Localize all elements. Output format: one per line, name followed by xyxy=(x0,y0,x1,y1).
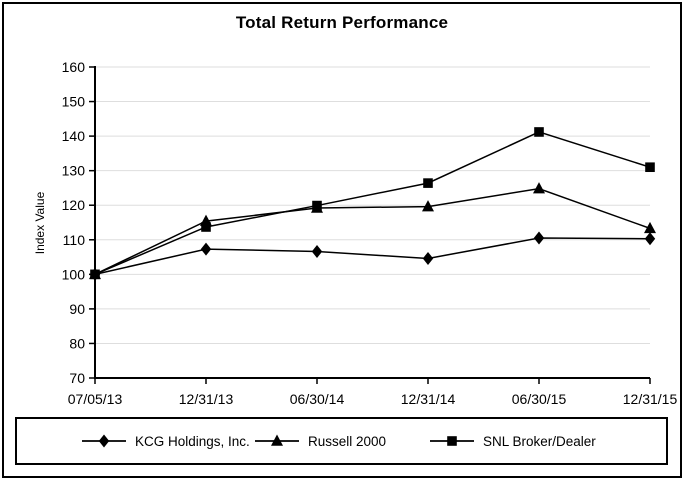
data-point-diamond-kcg-holdings-inc xyxy=(200,242,212,256)
triangle-legend-key-icon xyxy=(255,434,299,446)
data-point-square-snl-broker-dealer xyxy=(534,127,544,137)
square-legend-key-icon xyxy=(430,436,474,446)
y-tick-label: 120 xyxy=(62,197,86,213)
data-point-square-snl-broker-dealer xyxy=(423,178,433,188)
y-tick-label: 80 xyxy=(69,335,85,351)
x-tick-label: 06/30/15 xyxy=(512,391,567,407)
legend-marker-square xyxy=(447,436,457,446)
data-point-diamond-kcg-holdings-inc xyxy=(533,231,545,245)
legend-item-snl-broker-dealer: SNL Broker/Dealer xyxy=(430,433,596,449)
x-tick-label: 12/31/15 xyxy=(623,391,678,407)
total-return-line-chart: 70 80 90 100 110 120 130 140 150 160 07/05/13 12/31… xyxy=(62,59,678,407)
data-point-diamond-kcg-holdings-inc xyxy=(644,232,656,246)
x-tick-label: 12/31/13 xyxy=(179,391,234,407)
data-point-square-snl-broker-dealer xyxy=(90,269,100,280)
data-point-square-snl-broker-dealer xyxy=(645,162,655,173)
y-tick-label: 110 xyxy=(63,232,86,248)
y-tick-label: 130 xyxy=(62,163,86,179)
legend-item-kcg-holdings-inc: KCG Holdings, Inc. xyxy=(82,433,250,449)
legend-item-label: SNL Broker/Dealer xyxy=(483,433,596,449)
data-point-square-snl-broker-dealer xyxy=(201,222,211,232)
legend-item-russell-2000: Russell 2000 xyxy=(255,433,386,449)
y-tick-label: 140 xyxy=(62,128,86,144)
chart-title: Total Return Performance xyxy=(235,13,449,32)
data-point-diamond-kcg-holdings-inc xyxy=(422,251,434,265)
legend-marker-diamond xyxy=(98,434,110,448)
x-tick-label: 07/05/13 xyxy=(68,391,123,407)
y-tick-label: 160 xyxy=(62,59,86,75)
data-point-triangle-russell-2000 xyxy=(422,200,434,212)
series-line-russell-2000 xyxy=(94,187,651,276)
legend-item-label: KCG Holdings, Inc. xyxy=(135,433,250,449)
legend-item-label: Russell 2000 xyxy=(308,433,387,449)
y-tick-label: 70 xyxy=(69,370,85,386)
data-point-square-snl-broker-dealer xyxy=(312,200,322,211)
diamond-legend-key-icon xyxy=(82,434,126,448)
y-tick-label: 90 xyxy=(69,301,85,317)
series-line-kcg-holdings-inc xyxy=(94,237,651,276)
legend-marker-triangle xyxy=(271,434,283,446)
series-line-snl-broker-dealer xyxy=(94,131,651,276)
y-tick-label: 100 xyxy=(62,266,86,282)
data-point-triangle-russell-2000 xyxy=(533,182,545,194)
y-tick-label: 150 xyxy=(62,94,86,110)
data-point-diamond-kcg-holdings-inc xyxy=(311,245,323,259)
x-tick-label: 12/31/14 xyxy=(401,391,456,407)
data-point-triangle-russell-2000 xyxy=(644,221,656,234)
x-tick-label: 06/30/14 xyxy=(290,391,345,407)
legend: KCG Holdings, Inc. Russell 2000 SNL Broker… xyxy=(15,417,668,465)
